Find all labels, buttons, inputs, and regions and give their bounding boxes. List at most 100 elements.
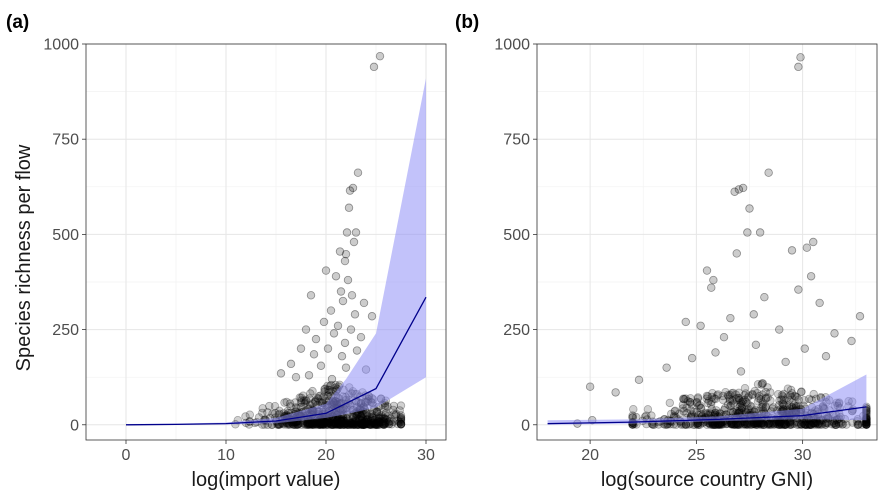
data-point: [752, 420, 761, 429]
panel-border: [536, 43, 878, 441]
data-point: [271, 408, 280, 418]
data-point: [802, 420, 811, 429]
data-point: [340, 256, 350, 266]
data-point: [711, 394, 720, 404]
data-point: [779, 389, 788, 399]
data-point: [729, 388, 738, 398]
data-point: [332, 415, 342, 425]
y-tick-label: 500: [52, 227, 79, 244]
data-point: [775, 419, 784, 428]
data-point: [336, 417, 346, 426]
data-point: [316, 391, 325, 400]
data-point: [817, 420, 827, 429]
data-point: [365, 420, 375, 429]
data-point: [315, 420, 324, 429]
data-point: [293, 403, 302, 413]
data-point: [686, 406, 695, 415]
data-point: [703, 392, 713, 401]
data-point: [314, 420, 323, 429]
data-point: [324, 388, 333, 397]
data-point: [786, 385, 796, 395]
data-point: [794, 62, 803, 72]
data-point: [320, 387, 329, 396]
data-point: [743, 393, 753, 402]
data-point: [327, 420, 337, 429]
data-point: [351, 420, 360, 429]
data-point: [346, 420, 355, 429]
data-point: [371, 420, 380, 429]
data-point: [379, 420, 389, 429]
data-point: [313, 393, 322, 403]
data-point: [734, 420, 743, 429]
x-tick-label: 20: [581, 447, 599, 464]
data-point: [385, 417, 394, 426]
data-point: [306, 389, 315, 398]
data-point: [326, 420, 336, 429]
data-point: [842, 420, 851, 429]
data-point: [763, 420, 773, 429]
data-point: [348, 418, 358, 428]
data-point: [679, 394, 688, 403]
data-point: [746, 401, 755, 410]
data-point: [315, 419, 325, 428]
data-point: [757, 420, 766, 429]
data-point: [723, 390, 733, 400]
x-tick-label: 25: [687, 447, 705, 464]
data-point: [396, 415, 406, 424]
data-point: [341, 418, 351, 427]
data-point: [807, 420, 816, 429]
data-point: [342, 228, 352, 237]
data-point: [389, 401, 399, 411]
data-point: [309, 420, 318, 429]
data-point: [339, 420, 348, 429]
data-point: [807, 420, 816, 429]
data-point: [285, 399, 295, 408]
data-point: [376, 414, 385, 423]
data-point: [748, 420, 758, 429]
data-point: [794, 420, 803, 429]
data-point: [781, 420, 790, 429]
data-point: [787, 393, 796, 402]
data-point: [336, 416, 345, 425]
data-point: [303, 420, 312, 429]
data-point: [775, 420, 784, 429]
data-point: [241, 412, 250, 421]
data-point: [258, 404, 267, 413]
data-point: [329, 420, 338, 429]
data-point: [351, 417, 360, 426]
data-point: [270, 402, 280, 411]
data-point: [338, 416, 348, 425]
data-point: [375, 417, 384, 427]
data-point: [310, 397, 320, 406]
data-point: [349, 420, 358, 429]
confidence-ribbon: [126, 78, 426, 425]
data-point: [780, 420, 789, 429]
data-point: [352, 411, 362, 420]
data-point: [769, 403, 778, 412]
data-point: [346, 420, 355, 429]
data-point: [759, 402, 768, 412]
data-point: [375, 414, 384, 423]
data-point: [710, 394, 719, 403]
data-point: [276, 369, 286, 378]
data-point: [275, 406, 284, 415]
data-point: [675, 409, 684, 418]
data-point: [323, 420, 332, 429]
data-point: [331, 419, 340, 428]
data-point: [725, 396, 735, 405]
data-point: [300, 420, 309, 429]
data-point: [396, 419, 406, 428]
data-point: [265, 401, 274, 411]
data-point: [371, 420, 380, 429]
data-point: [318, 420, 327, 429]
x-tick-label: 10: [217, 447, 235, 464]
data-point: [736, 367, 746, 376]
data-point: [358, 419, 367, 428]
data-point: [315, 420, 324, 429]
data-point: [862, 420, 871, 429]
data-point: [779, 400, 789, 410]
data-point: [342, 420, 352, 429]
data-point: [724, 392, 733, 401]
data-point: [805, 420, 814, 429]
data-point: [734, 394, 744, 403]
